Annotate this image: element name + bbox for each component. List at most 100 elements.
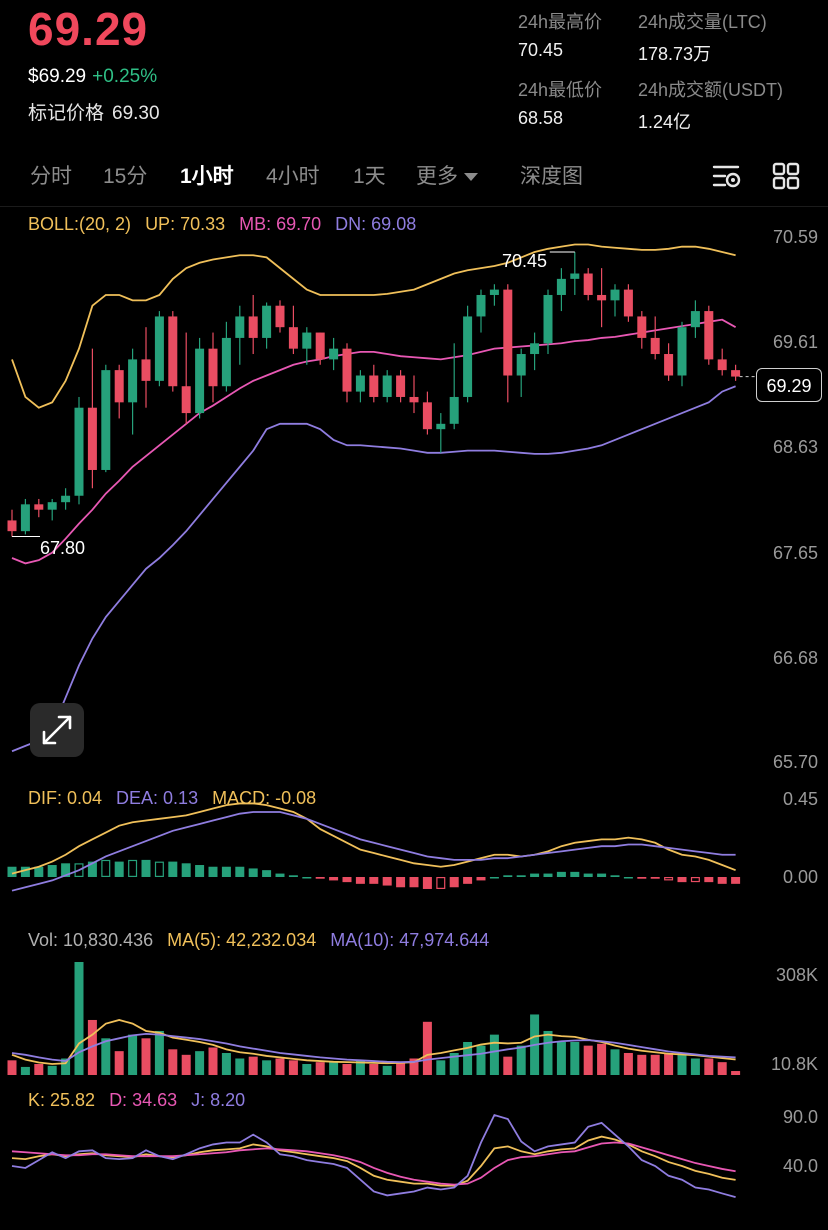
tab-more-label: 更多 [416,165,458,188]
volume-bar [476,1045,486,1075]
candle-body [128,359,138,403]
tab-15m[interactable]: 15分 [103,165,148,188]
candle-body [463,316,473,397]
candle-body [583,273,593,295]
mark-price-label: 标记价格 [28,103,105,124]
volume-bar [302,1063,312,1075]
macd-bar [20,866,30,877]
macd-bar [61,863,71,877]
mark-price-value: 69.30 [112,103,160,124]
candle-body [34,504,44,510]
high-price-label: 70.45 [502,251,548,271]
candle-body [275,305,285,328]
volume-bar [637,1054,647,1075]
boll-dn: DN: 69.08 [335,214,417,234]
macd-bar [650,877,660,879]
macd-bar [302,877,312,879]
macd-bar [637,877,647,879]
candle-body [717,359,727,371]
axis-label-macd: 0.45 [782,789,818,809]
candle-body [248,316,258,338]
grid-layout-icon[interactable] [772,162,800,195]
stat-volume: 24h成交量(LTC) 178.73万 [638,8,767,66]
volume-bar [128,1034,138,1075]
volume-bar [463,1041,473,1075]
kdj-k: K: 25.82 [28,1090,96,1110]
tabs-divider [0,206,828,207]
stat-high: 24h最高价 70.45 [518,8,602,61]
volume-bar [221,1052,231,1075]
volume-bar [489,1034,499,1075]
candle-body [476,294,486,317]
macd-legend: DIF: 0.04 DEA: 0.13 MACD: -0.08 [28,788,330,809]
candle-body [422,402,432,430]
candle-body [449,396,459,424]
low-price-label: 67.80 [40,538,86,558]
candle-body [570,273,580,279]
volume-bar [288,1060,298,1075]
volume-bar [382,1065,392,1075]
candle-body [181,386,191,414]
macd-bar [34,866,44,877]
volume-bar [516,1045,526,1075]
candle-body [543,294,553,344]
macd-bar [704,877,714,883]
interval-tabs: 分时 15分 1小时 4小时 1天 更多 深度图 [0,160,828,200]
volume-bar [34,1063,44,1075]
candle-body [195,348,205,414]
tab-1d[interactable]: 1天 [353,165,386,188]
boll-name: BOLL:(20, 2) [28,214,132,234]
macd-bar [288,875,298,877]
volume-bar [623,1052,633,1075]
tab-timeshare[interactable]: 分时 [30,165,72,188]
tab-1h[interactable]: 1小时 [180,165,234,188]
macd-bar [329,877,339,881]
macd-bar [422,877,432,889]
macd-bar [355,877,365,884]
boll-upper-band [11,243,736,409]
macd-bar [503,875,513,877]
current-price-tag: 69.29 [756,368,822,402]
candle-body [114,370,124,403]
candle-body [20,504,30,532]
axis-label-kdj: 40.0 [782,1156,818,1176]
volume-ma10-line [11,1033,736,1064]
candle-body [61,495,71,503]
volume-bar [181,1054,191,1075]
volume-bar [449,1052,459,1075]
candle-body [516,354,526,376]
macd-bar [610,875,620,877]
volume-bar [154,1030,164,1075]
candle-body [650,337,660,355]
kdj-j-line [11,1113,736,1199]
volume-bar [355,1060,365,1075]
tab-depth[interactable]: 深度图 [520,165,583,188]
macd-bar [47,865,57,877]
macd-bar [530,873,540,877]
candle-body [503,289,513,376]
macd-bar [556,871,566,877]
macd-bar [141,859,151,877]
axis-label-macd: 0.00 [782,867,818,887]
tab-more[interactable]: 更多 [416,160,478,190]
boll-up: UP: 70.33 [145,214,226,234]
candle-body [382,375,392,397]
fullscreen-button[interactable] [30,703,84,757]
tab-4h[interactable]: 4小时 [266,165,320,188]
volume-bar [87,1019,97,1075]
mark-price-row: 标记价格 69.30 [28,98,160,125]
candle-body [208,348,218,387]
volume-bar [409,1058,419,1075]
macd-bar [543,873,553,877]
kdj-d: D: 34.63 [109,1090,178,1110]
candle-body [7,520,17,532]
volume-bar [717,1062,727,1075]
macd-bar [101,859,111,878]
volume-bar [235,1058,245,1075]
candle-body [704,311,714,360]
volume-bar [583,1045,593,1075]
chart-settings-icon[interactable] [712,162,742,195]
boll-middle-band [11,318,737,565]
candle-body [610,289,620,301]
